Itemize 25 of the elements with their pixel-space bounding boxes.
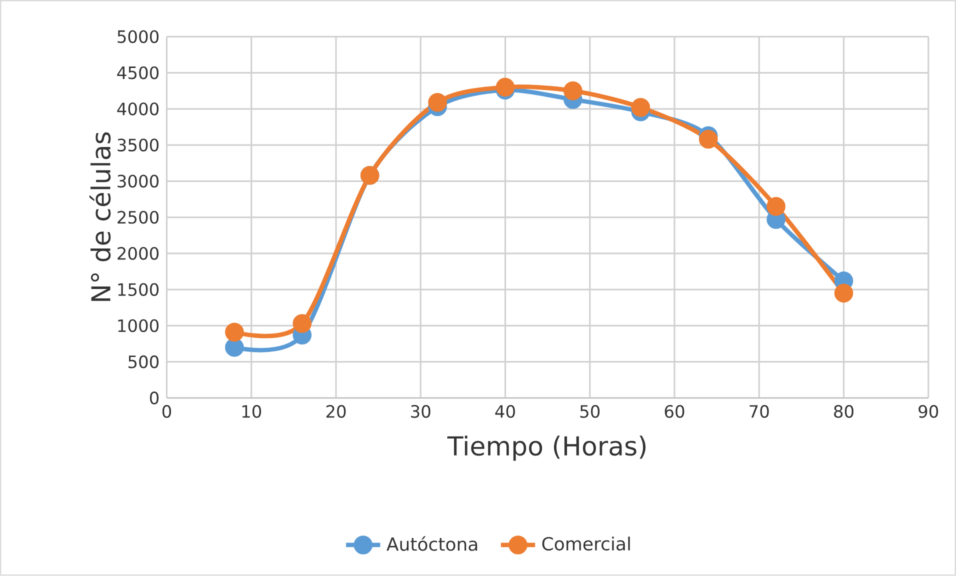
y-tick-label: 5000	[118, 30, 159, 44]
x-tick-label: 50	[580, 405, 600, 418]
y-tick-label: 3000	[118, 174, 159, 188]
x-tick-label: 30	[411, 405, 430, 418]
y-axis-title: N° de células	[89, 132, 111, 302]
y-tick-label: 2500	[118, 211, 159, 224]
y-tick-label: 1000	[118, 319, 159, 332]
x-tick-label: 40	[495, 405, 515, 418]
y-tick-label: 4500	[117, 66, 159, 80]
y-tick-label: 4000	[117, 102, 159, 116]
y-tick-label: 0	[150, 392, 159, 405]
legend-label: Comercial	[542, 536, 630, 551]
y-tick-label: 3500	[118, 138, 159, 152]
x-tick-label: 10	[242, 405, 262, 418]
x-tick-label: 0	[162, 405, 172, 418]
x-tick-label: 20	[326, 405, 346, 418]
x-tick-label: 90	[918, 405, 938, 418]
x-tick-label: 60	[664, 405, 684, 418]
x-tick-label: 70	[750, 405, 769, 418]
y-tick-label: 1500	[118, 283, 159, 296]
y-tick-label: 2000	[118, 247, 159, 260]
x-tick-label: 80	[834, 405, 854, 418]
x-axis-title: Tiempo (Horas)	[447, 436, 646, 461]
y-tick-label: 500	[128, 356, 159, 368]
legend-label: Autóctona	[386, 536, 478, 552]
